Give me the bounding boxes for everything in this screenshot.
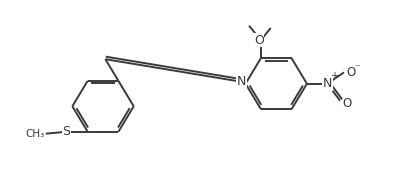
Text: S: S (62, 125, 70, 138)
Text: +: + (330, 71, 338, 81)
Text: CH₃: CH₃ (25, 129, 44, 139)
Text: O: O (342, 97, 351, 110)
Text: ⁻: ⁻ (354, 63, 359, 73)
Text: N: N (323, 77, 332, 90)
Text: methoxy: methoxy (273, 27, 279, 28)
Text: O: O (347, 66, 356, 79)
Text: N: N (237, 75, 246, 88)
Text: O: O (254, 34, 264, 47)
